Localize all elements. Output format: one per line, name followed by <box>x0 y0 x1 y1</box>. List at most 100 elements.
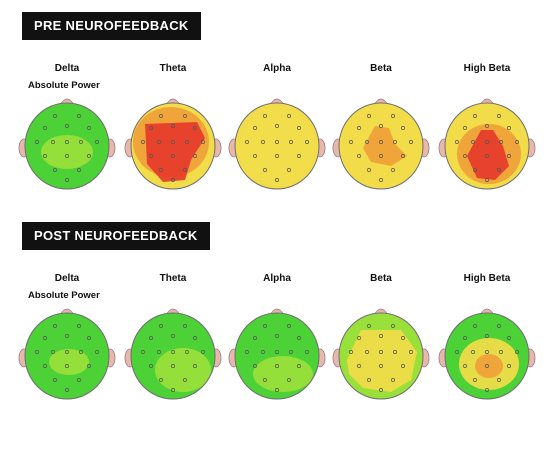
electrode-dot <box>193 126 197 130</box>
head-outline <box>24 312 110 400</box>
electrode-dot <box>497 114 501 118</box>
electrode-dot <box>245 140 249 144</box>
activation-blob <box>155 348 211 392</box>
electrode-dot <box>193 336 197 340</box>
electrode-dot <box>297 336 301 340</box>
post-banner: POST NEUROFEEDBACK <box>22 222 210 250</box>
electrode-dot <box>65 154 69 158</box>
electrode-dot <box>141 140 145 144</box>
activation-layer <box>253 356 313 392</box>
electrode-dot <box>365 140 369 144</box>
post-alpha-headmap <box>228 308 326 400</box>
activation-layer <box>49 349 89 375</box>
activation-layer <box>459 338 519 390</box>
electrode-dot <box>367 114 371 118</box>
electrode-dot <box>53 324 57 328</box>
electrode-dot <box>485 140 489 144</box>
pre-high-beta-label: High Beta <box>463 63 511 74</box>
electrode-dot <box>357 126 361 130</box>
post-high-beta-label: High Beta <box>463 273 511 284</box>
electrode-dot <box>159 324 163 328</box>
electrode-dot <box>183 114 187 118</box>
electrode-dot <box>507 336 511 340</box>
activation-layer <box>363 126 407 166</box>
electrode-dot <box>77 378 81 382</box>
electrode-dot <box>515 350 519 354</box>
electrode-dot <box>357 364 361 368</box>
electrode-dot <box>253 154 257 158</box>
electrode-dot <box>401 154 405 158</box>
electrode-dot <box>287 378 291 382</box>
electrode-dot <box>471 140 475 144</box>
activation-blob <box>347 330 417 392</box>
electrode-dot <box>485 124 489 128</box>
head-outline <box>444 102 530 190</box>
activation-layer <box>347 330 417 392</box>
electrode-dot <box>507 126 511 130</box>
electrode-dot <box>379 388 383 392</box>
electrode-dot <box>65 388 69 392</box>
electrode-dot <box>455 140 459 144</box>
electrode-dot <box>201 140 205 144</box>
electrode-dot <box>159 114 163 118</box>
electrode-dot <box>357 154 361 158</box>
electrode-dot <box>463 336 467 340</box>
post-delta-label: Delta <box>54 273 80 284</box>
electrode-dot <box>379 140 383 144</box>
electrode-dot <box>87 154 91 158</box>
post-absolute-power-label: Absolute Power <box>28 290 100 301</box>
electrode-dot <box>43 336 47 340</box>
electrode-dot <box>473 324 477 328</box>
pre-theta-label: Theta <box>159 63 187 74</box>
electrode-dot <box>507 364 511 368</box>
activation-blob <box>475 354 503 378</box>
electrode-dot <box>455 350 459 354</box>
electrode-dot <box>287 168 291 172</box>
electrode-dot <box>159 378 163 382</box>
electrode-dot <box>185 140 189 144</box>
electrode-dot <box>379 154 383 158</box>
electrode-dot <box>379 178 383 182</box>
electrode-dot <box>201 350 205 354</box>
electrode-dot <box>485 364 489 368</box>
electrode-dot <box>77 324 81 328</box>
electrode-dot <box>171 364 175 368</box>
electrode-dot <box>53 114 57 118</box>
electrode-dot <box>275 178 279 182</box>
electrode-dot <box>473 378 477 382</box>
electrode-dot <box>367 378 371 382</box>
electrode-dot <box>171 350 175 354</box>
electrode-dot <box>297 154 301 158</box>
electrode-dot <box>65 364 69 368</box>
electrode-dot <box>275 140 279 144</box>
electrode-dot <box>485 388 489 392</box>
electrode-dot <box>53 168 57 172</box>
electrode-dot <box>463 154 467 158</box>
electrode-dot <box>515 140 519 144</box>
electrode-dot <box>401 364 405 368</box>
electrode-dot <box>357 336 361 340</box>
electrode-dot <box>171 388 175 392</box>
head-outline <box>338 102 424 190</box>
electrode-dot <box>95 140 99 144</box>
electrode-dot <box>367 168 371 172</box>
head-outline <box>234 102 320 190</box>
electrode-dot <box>157 350 161 354</box>
head-outline <box>444 312 530 400</box>
electrode-dot <box>87 336 91 340</box>
electrode-dot <box>263 168 267 172</box>
electrode-dot <box>43 364 47 368</box>
electrode-dot <box>253 364 257 368</box>
electrode-dot <box>149 364 153 368</box>
electrode-dot <box>193 154 197 158</box>
electrode-dot <box>305 140 309 144</box>
electrode-dot <box>183 324 187 328</box>
electrode-dot <box>185 350 189 354</box>
head-outline <box>130 312 216 400</box>
electrode-dot <box>305 350 309 354</box>
post-high-beta-headmap <box>438 308 536 400</box>
electrode-dot <box>171 178 175 182</box>
activation-blob <box>239 110 315 186</box>
electrode-dot <box>349 140 353 144</box>
electrode-dot <box>65 140 69 144</box>
